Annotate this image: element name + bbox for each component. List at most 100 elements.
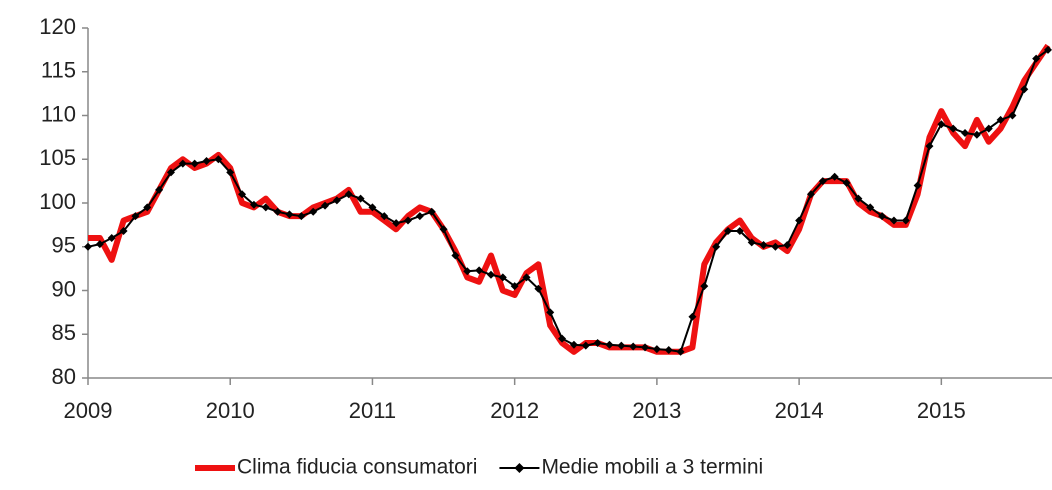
point-marker [1020,85,1029,94]
y-tick-label: 105 [39,145,76,170]
point-marker [901,216,910,225]
point-marker [404,216,412,225]
point-marker [297,212,306,221]
point-marker [202,157,211,165]
point-marker [356,194,365,203]
x-tick-label: 2014 [775,398,824,423]
point-marker [1044,45,1052,54]
point-marker [676,347,685,356]
point-marker [226,168,235,177]
legend-label: Medie mobili a 3 termini [541,456,763,479]
point-marker [593,339,602,347]
point-marker [795,216,804,225]
point-marker [249,200,258,209]
point-marker [261,203,270,212]
point-marker [961,129,970,137]
y-tick-label: 110 [41,101,76,126]
point-marker [285,210,294,219]
x-tick-label: 2013 [632,398,681,423]
point-marker [949,124,958,133]
point-marker [119,227,128,235]
point-marker [605,340,614,349]
point-marker [854,194,863,203]
series-line [87,49,1049,353]
x-tick-label: 2012 [490,398,539,423]
point-marker [842,178,851,187]
point-marker [889,216,898,225]
point-marker [427,207,436,216]
x-tick-label: 2011 [349,398,396,423]
point-marker [546,308,555,317]
x-tick-label: 2009 [64,398,113,423]
point-marker [415,212,424,221]
point-marker [498,273,507,282]
point-marker [818,177,827,186]
x-tick-label: 2010 [206,398,255,423]
series-line [88,43,1051,355]
point-marker [131,212,140,221]
point-marker [866,203,875,212]
point-marker [95,240,104,249]
y-tick-label: 120 [39,14,76,39]
point-marker [996,115,1005,124]
point-marker [878,212,887,221]
point-marker [984,124,993,133]
point-marker [486,270,495,279]
legend: Clima fiducia consumatori Medie mobili a … [195,456,763,479]
point-marker [380,212,389,221]
y-tick-label: 95 [52,233,76,258]
point-marker [806,190,815,199]
point-marker [534,284,543,293]
point-marker [143,203,152,212]
y-tick-label: 100 [39,189,76,214]
y-tick-label: 90 [52,276,76,301]
y-tick-label: 115 [41,58,76,83]
point-marker [913,181,922,190]
point-marker [747,238,756,247]
point-marker [238,190,247,199]
point-marker [439,225,448,234]
point-marker [166,168,175,177]
point-marker [107,234,116,242]
point-marker [344,190,353,199]
point-marker [392,219,401,228]
point-marker [629,342,638,351]
y-tick-label: 85 [52,320,76,345]
point-marker [273,207,282,216]
point-marker [937,120,946,129]
point-marker [451,251,460,260]
legend-label: Clima fiducia consumatori [237,456,477,479]
point-marker [321,201,330,210]
point-marker [700,282,709,291]
point-marker [558,334,567,343]
point-marker [735,227,744,235]
point-marker [771,242,780,251]
point-marker [463,267,472,276]
point-marker [783,241,792,249]
point-marker [641,343,650,352]
point-marker [972,130,981,139]
y-tick-label: 80 [52,364,76,389]
point-marker [617,341,626,350]
x-tick-label: 2015 [917,398,966,423]
point-marker [569,340,578,349]
point-marker [368,203,377,212]
point-marker [1008,111,1017,120]
legend-marker [514,463,525,473]
point-marker [712,242,721,251]
point-marker [522,273,531,282]
point-marker [925,142,934,151]
point-marker [652,345,661,354]
point-marker [178,159,187,168]
point-marker [830,172,839,181]
point-marker [214,155,223,164]
point-marker [309,207,318,216]
point-marker [190,159,199,168]
point-marker [664,346,673,354]
point-marker [724,227,732,235]
point-marker [475,266,484,275]
point-marker [84,242,92,251]
point-marker [1032,54,1041,63]
point-marker [581,341,590,350]
